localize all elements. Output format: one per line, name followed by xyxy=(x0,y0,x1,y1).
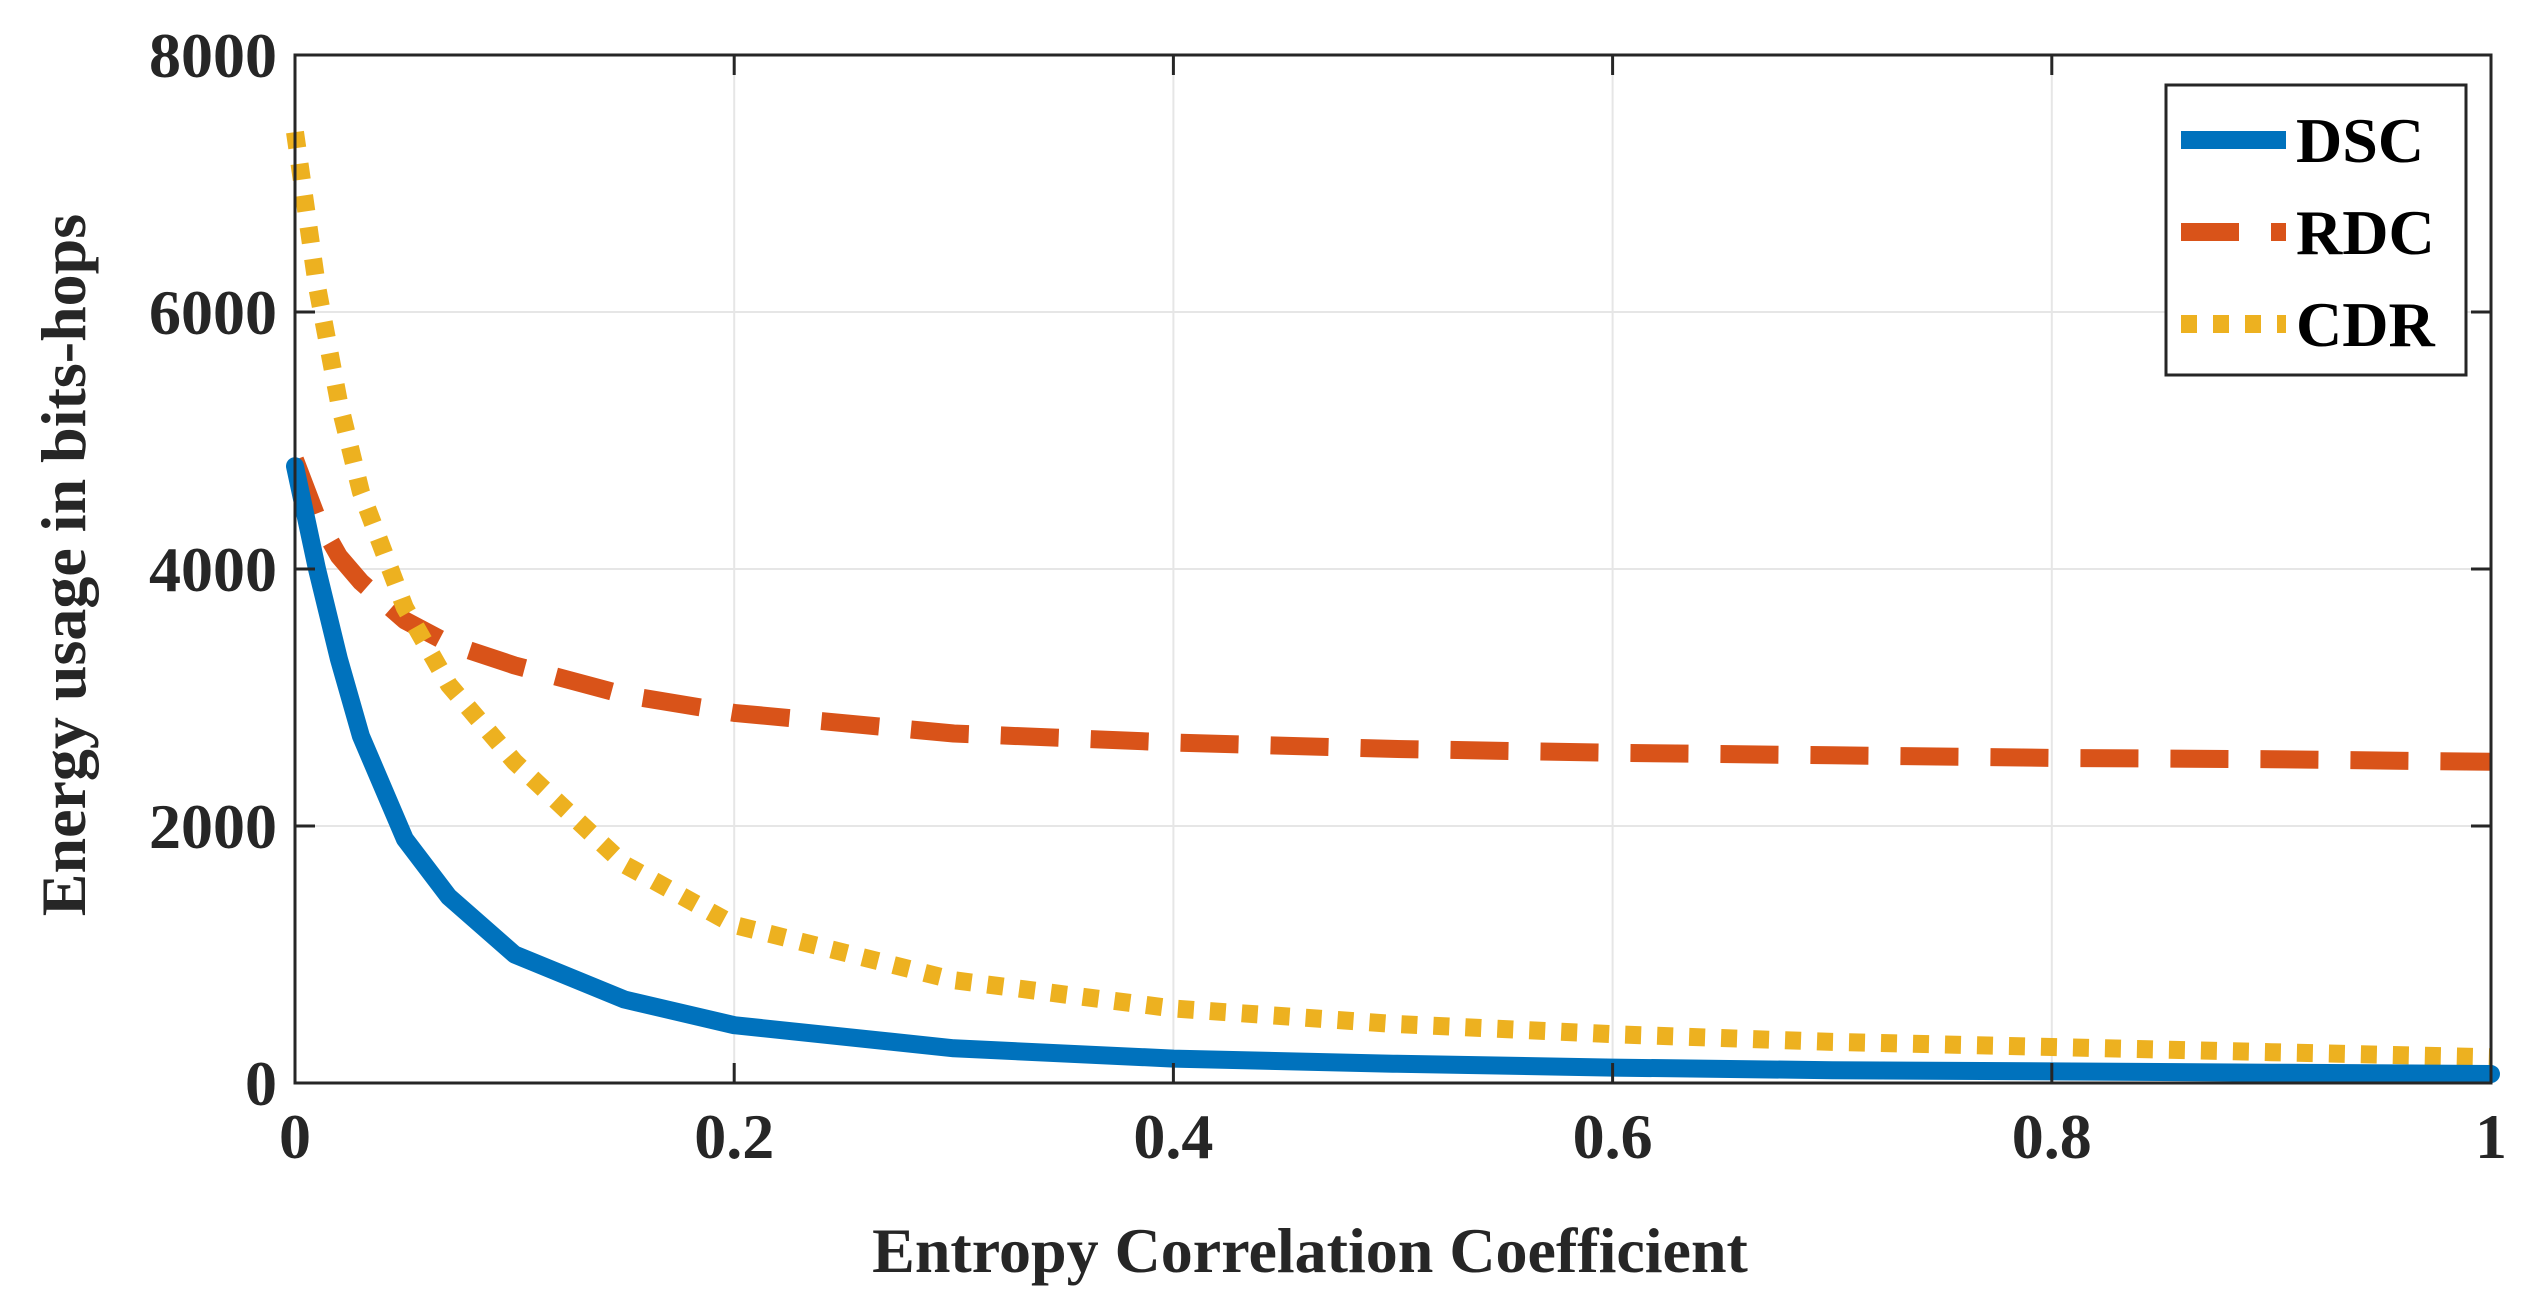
x-tick-label: 0.2 xyxy=(694,1101,774,1172)
series-line-dsc xyxy=(286,457,2500,1083)
series-line-cdr xyxy=(286,130,2492,1067)
legend-label-cdr: CDR xyxy=(2296,289,2435,360)
y-tick-label: 6000 xyxy=(149,277,277,348)
ticks: 0 0.2 0.4 0.6 0.8 1 0 2000 4000 6000 8000 xyxy=(149,20,2507,1172)
series-group xyxy=(286,130,2500,1083)
x-tick-label: 0.8 xyxy=(2012,1101,2092,1172)
series-line-rdc xyxy=(286,456,2492,771)
x-axis-title: Entropy Correlation Coefficient xyxy=(872,1215,1748,1286)
y-tick-label: 2000 xyxy=(149,791,277,862)
x-tick-label: 0 xyxy=(279,1101,311,1172)
y-tick-label: 8000 xyxy=(149,20,277,91)
x-tick-label: 0.4 xyxy=(1133,1101,1213,1172)
y-tick-label: 0 xyxy=(245,1048,277,1119)
x-tick-label: 0.6 xyxy=(1573,1101,1653,1172)
legend-label-rdc: RDC xyxy=(2296,197,2435,268)
y-tick-label: 4000 xyxy=(149,534,277,605)
x-tick-label: 1 xyxy=(2475,1101,2507,1172)
legend: DSC RDC CDR xyxy=(2164,83,2468,377)
legend-label-dsc: DSC xyxy=(2296,105,2424,176)
y-axis-title: Energy usage in bits-hops xyxy=(28,214,99,916)
